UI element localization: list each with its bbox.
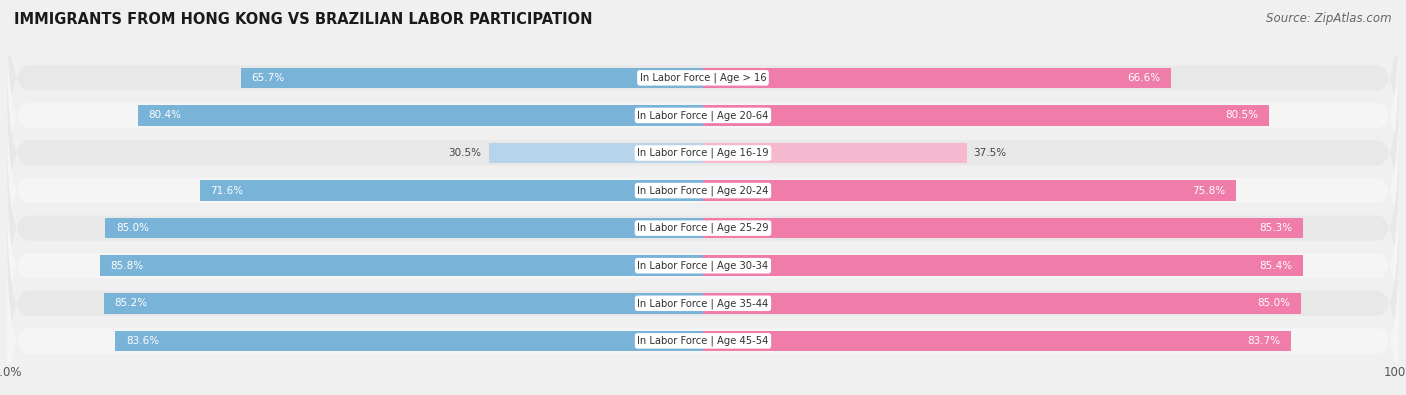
Bar [703, 68, 1171, 88]
Bar [115, 331, 703, 351]
Bar [138, 105, 703, 126]
Text: 65.7%: 65.7% [252, 73, 285, 83]
FancyBboxPatch shape [7, 90, 1399, 291]
Text: In Labor Force | Age 16-19: In Labor Force | Age 16-19 [637, 148, 769, 158]
Text: 30.5%: 30.5% [449, 148, 481, 158]
Bar [489, 143, 703, 163]
Text: 80.5%: 80.5% [1226, 111, 1258, 120]
Text: Source: ZipAtlas.com: Source: ZipAtlas.com [1267, 12, 1392, 25]
Text: 37.5%: 37.5% [974, 148, 1007, 158]
FancyBboxPatch shape [7, 128, 1399, 328]
Text: In Labor Force | Age 30-34: In Labor Force | Age 30-34 [637, 260, 769, 271]
Bar [703, 180, 1236, 201]
Bar [105, 218, 703, 239]
Text: 80.4%: 80.4% [148, 111, 181, 120]
Text: 75.8%: 75.8% [1192, 186, 1226, 196]
Bar [703, 331, 1292, 351]
FancyBboxPatch shape [7, 166, 1399, 366]
Bar [242, 68, 703, 88]
Bar [703, 293, 1301, 314]
Text: In Labor Force | Age > 16: In Labor Force | Age > 16 [640, 73, 766, 83]
Text: 85.0%: 85.0% [115, 223, 149, 233]
FancyBboxPatch shape [7, 15, 1399, 216]
Text: 71.6%: 71.6% [211, 186, 243, 196]
Bar [104, 293, 703, 314]
Text: 85.3%: 85.3% [1258, 223, 1292, 233]
Text: In Labor Force | Age 25-29: In Labor Force | Age 25-29 [637, 223, 769, 233]
FancyBboxPatch shape [7, 53, 1399, 253]
Text: 85.8%: 85.8% [111, 261, 143, 271]
Text: In Labor Force | Age 45-54: In Labor Force | Age 45-54 [637, 336, 769, 346]
Bar [100, 256, 703, 276]
FancyBboxPatch shape [7, 0, 1399, 178]
Bar [703, 218, 1303, 239]
Text: In Labor Force | Age 20-64: In Labor Force | Age 20-64 [637, 110, 769, 120]
Text: IMMIGRANTS FROM HONG KONG VS BRAZILIAN LABOR PARTICIPATION: IMMIGRANTS FROM HONG KONG VS BRAZILIAN L… [14, 12, 592, 27]
Bar [703, 256, 1303, 276]
Bar [703, 143, 967, 163]
Bar [200, 180, 703, 201]
FancyBboxPatch shape [7, 241, 1399, 395]
Text: 66.6%: 66.6% [1128, 73, 1161, 83]
Text: 83.6%: 83.6% [127, 336, 159, 346]
Text: 85.2%: 85.2% [114, 298, 148, 308]
Bar [703, 105, 1268, 126]
Text: In Labor Force | Age 20-24: In Labor Force | Age 20-24 [637, 185, 769, 196]
Text: 83.7%: 83.7% [1247, 336, 1281, 346]
Text: 85.4%: 85.4% [1260, 261, 1294, 271]
Text: 85.0%: 85.0% [1257, 298, 1291, 308]
FancyBboxPatch shape [7, 203, 1399, 395]
Text: In Labor Force | Age 35-44: In Labor Force | Age 35-44 [637, 298, 769, 308]
